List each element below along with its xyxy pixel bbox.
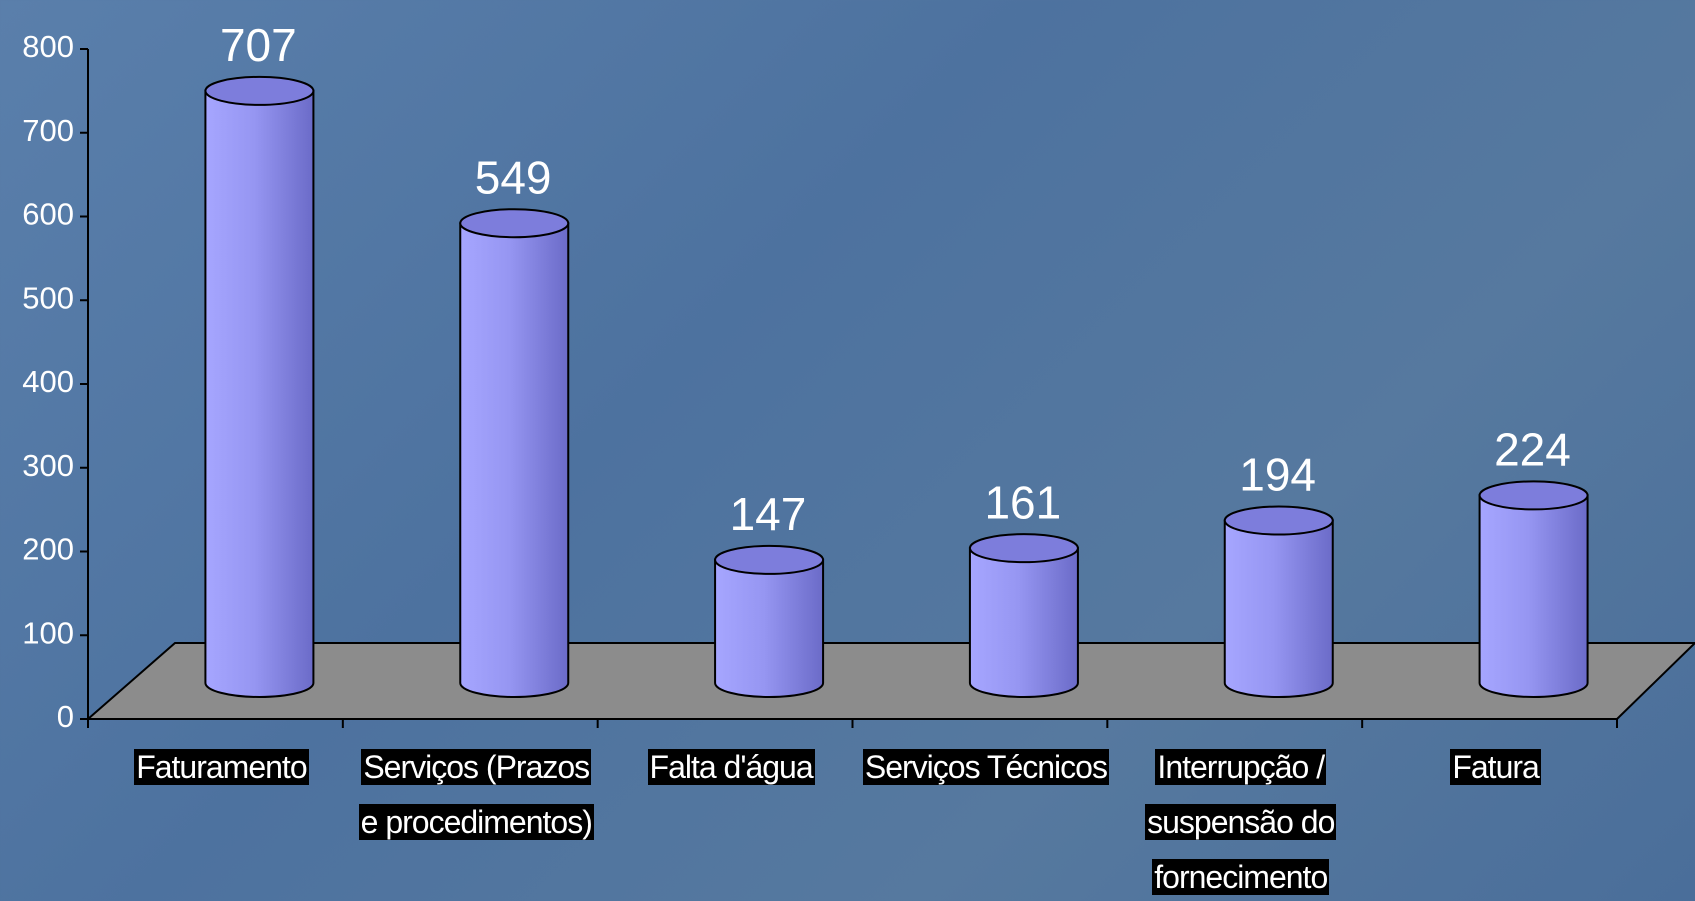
x-tick-label: Falta d'água xyxy=(606,740,856,795)
category-text: Fatura xyxy=(1450,749,1541,785)
value-label: 707 xyxy=(220,19,297,71)
category-text: Falta d'água xyxy=(647,749,815,785)
bar-top xyxy=(968,533,1079,564)
bar xyxy=(714,558,825,698)
bar xyxy=(968,547,1079,699)
value-label: 194 xyxy=(1239,449,1316,501)
bar-top xyxy=(1223,505,1334,536)
value-label: 549 xyxy=(475,151,552,203)
y-tick-label: 700 xyxy=(22,113,74,148)
y-tick-label: 800 xyxy=(22,29,74,64)
x-tick-label: Serviços Técnicos xyxy=(861,740,1111,795)
x-tick-label: Fatura xyxy=(1371,740,1621,795)
y-tick-label: 400 xyxy=(22,364,74,399)
value-label: 147 xyxy=(730,488,807,540)
y-tick-label: 100 xyxy=(22,615,74,650)
bar xyxy=(459,222,570,698)
x-tick-label: Serviços (Prazos e procedimentos) xyxy=(351,740,601,850)
category-text: Serviços (Prazos e procedimentos) xyxy=(358,749,594,840)
category-text: Faturamento xyxy=(134,749,309,785)
bar xyxy=(1223,519,1334,698)
y-tick-label: 200 xyxy=(22,532,74,567)
bar xyxy=(1478,494,1589,698)
floor xyxy=(85,642,1695,720)
bar-top xyxy=(204,75,315,106)
x-tick-label: Faturamento xyxy=(96,740,346,795)
y-tick-label: 0 xyxy=(57,699,74,734)
value-label: 224 xyxy=(1494,424,1571,476)
category-text: Interrupção / suspensão do fornecimento xyxy=(1145,749,1337,895)
y-tick-label: 300 xyxy=(22,448,74,483)
x-tick-label: Interrupção / suspensão do fornecimento xyxy=(1116,740,1366,901)
value-label: 161 xyxy=(984,476,1061,528)
bar xyxy=(204,89,315,698)
bar-top xyxy=(714,544,825,575)
category-text: Serviços Técnicos xyxy=(862,749,1109,785)
bar-top xyxy=(459,208,570,239)
bar-top xyxy=(1478,480,1589,511)
y-tick-label: 600 xyxy=(22,197,74,232)
y-tick-label: 500 xyxy=(22,280,74,315)
